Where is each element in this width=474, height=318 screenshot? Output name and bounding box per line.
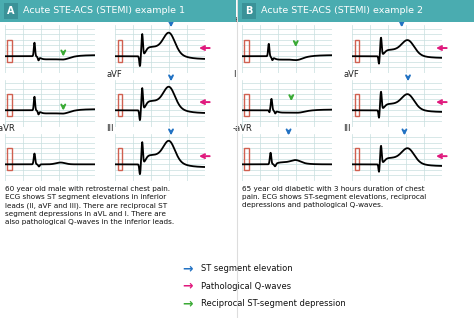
Bar bbox=[245, 93, 249, 116]
Bar bbox=[118, 39, 122, 62]
Text: ST segment elevation: ST segment elevation bbox=[201, 264, 292, 273]
Text: III: III bbox=[106, 124, 114, 133]
Bar bbox=[245, 39, 249, 62]
Text: →: → bbox=[182, 280, 193, 293]
Bar bbox=[8, 93, 12, 116]
Text: aVL: aVL bbox=[233, 16, 248, 24]
Bar bbox=[245, 148, 249, 170]
Text: aVF: aVF bbox=[343, 70, 359, 79]
Text: -aVR: -aVR bbox=[233, 124, 253, 133]
Text: →: → bbox=[182, 297, 193, 310]
Text: II: II bbox=[106, 16, 111, 24]
Text: II: II bbox=[343, 16, 348, 24]
Text: III: III bbox=[343, 124, 351, 133]
Bar bbox=[8, 148, 12, 170]
Text: B: B bbox=[245, 6, 253, 16]
Text: aVL: aVL bbox=[0, 16, 11, 24]
Text: →: → bbox=[182, 262, 193, 275]
Text: 60 year old male with retrosternal chest pain.
ECG shows ST segment elevations i: 60 year old male with retrosternal chest… bbox=[5, 186, 174, 225]
Bar bbox=[355, 148, 359, 170]
Text: A: A bbox=[7, 6, 15, 16]
Bar bbox=[355, 93, 359, 116]
Text: Acute STE-ACS (STEMI) example 2: Acute STE-ACS (STEMI) example 2 bbox=[261, 6, 423, 15]
Text: Reciprocal ST-segment depression: Reciprocal ST-segment depression bbox=[201, 299, 345, 308]
Text: aVF: aVF bbox=[106, 70, 122, 79]
Text: Pathological Q-waves: Pathological Q-waves bbox=[201, 282, 291, 291]
Bar bbox=[118, 148, 122, 170]
Bar bbox=[8, 39, 12, 62]
Text: Acute STE-ACS (STEMI) example 1: Acute STE-ACS (STEMI) example 1 bbox=[23, 6, 185, 15]
Bar bbox=[355, 39, 359, 62]
Text: 65 year old diabetic with 3 hours duration of chest
pain. ECG shows ST-segment e: 65 year old diabetic with 3 hours durati… bbox=[242, 186, 426, 208]
Bar bbox=[118, 93, 122, 116]
Text: -aVR: -aVR bbox=[0, 124, 16, 133]
Text: I: I bbox=[233, 70, 235, 79]
